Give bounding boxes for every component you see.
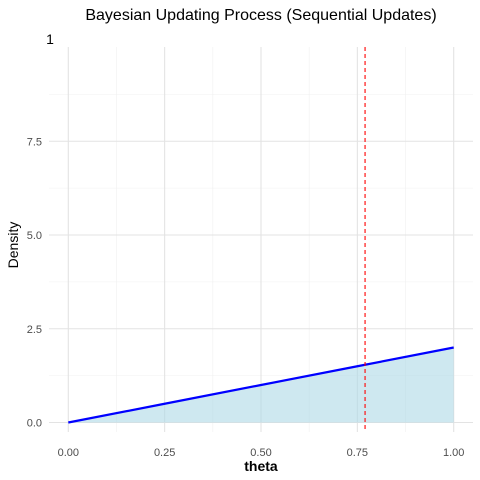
panel-label: 1 [46, 31, 54, 47]
x-tick-label: 1.00 [443, 447, 464, 459]
x-tick-label: 0.25 [154, 447, 175, 459]
x-tick-label: 0.75 [347, 447, 368, 459]
y-tick-label: 5.0 [27, 230, 42, 242]
tick-labels: 0.00 0.25 0.50 0.75 1.00 0.0 2.5 5.0 7.5 [27, 136, 465, 459]
x-axis-title: theta [244, 458, 278, 474]
chart-title: Bayesian Updating Process (Sequential Up… [85, 7, 436, 24]
plot-area [68, 47, 454, 432]
y-tick-label: 7.5 [27, 136, 42, 148]
y-tick-label: 0.0 [27, 418, 42, 430]
y-axis-title: Density [5, 222, 21, 269]
y-tick-label: 2.5 [27, 324, 42, 336]
x-tick-label: 0.00 [58, 447, 79, 459]
x-tick-label: 0.50 [250, 447, 271, 459]
density-line [68, 346, 454, 424]
